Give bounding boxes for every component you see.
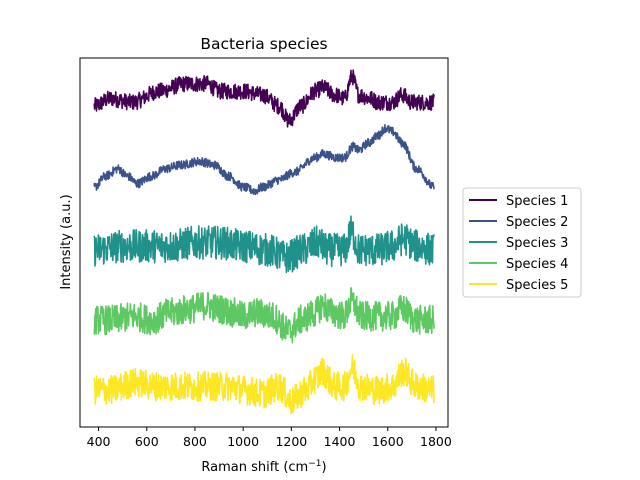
legend-label: Species 2: [506, 215, 568, 230]
legend-frame: [462, 187, 582, 298]
legend-label: Species 5: [506, 278, 568, 293]
x-axis-ticks: 400 600 800 1000 1200 1400 1600 1800: [87, 427, 452, 449]
legend-label: Species 1: [506, 194, 568, 209]
plot-area: [93, 69, 435, 415]
chart-title: Bacteria species: [200, 35, 327, 53]
x-tick-label: 800: [183, 434, 207, 449]
series-line-3: [93, 215, 435, 274]
x-tick-label: 600: [135, 434, 159, 449]
x-tick-label: 1600: [372, 434, 404, 449]
x-tick-label: 400: [87, 434, 111, 449]
plot-frame: [79, 57, 449, 428]
series-line-4: [93, 287, 435, 344]
x-axis-label: Raman shift (cm−1): [201, 459, 326, 475]
series-line-2: [93, 124, 435, 196]
x-tick-label: 1400: [324, 434, 356, 449]
x-tick-label: 1200: [275, 434, 307, 449]
x-tick-label: 1000: [227, 434, 259, 449]
x-tick-label: 1800: [420, 434, 452, 449]
legend-label: Species 4: [506, 257, 568, 272]
y-axis-label: Intensity (a.u.): [59, 194, 74, 289]
legend: Species 1 Species 2 Species 3 Species 4 Spec…: [462, 187, 582, 298]
series-line-5: [93, 354, 435, 415]
legend-label: Species 3: [506, 236, 568, 251]
series-line-1: [93, 69, 435, 128]
